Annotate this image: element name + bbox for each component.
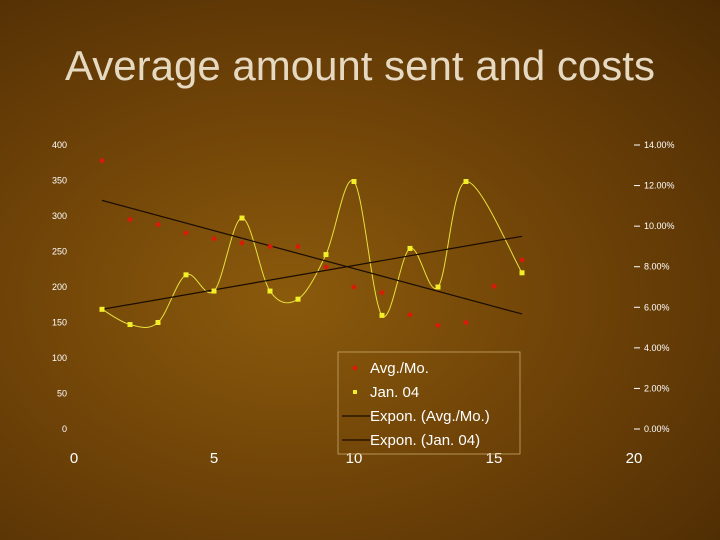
jan04-smooth-line bbox=[101, 180, 523, 328]
left-axis-tick-labels: 0 50 100 150 200 250 300 350 400 bbox=[52, 140, 67, 434]
x-tick-label: 20 bbox=[626, 450, 643, 467]
left-tick-label: 100 bbox=[52, 353, 67, 363]
legend-swatch bbox=[353, 390, 357, 394]
legend-swatch bbox=[352, 365, 358, 371]
avg-mo-point bbox=[407, 311, 413, 318]
jan04-point bbox=[407, 245, 413, 251]
right-tick-label: 14.00% bbox=[644, 140, 675, 150]
left-tick-label: 250 bbox=[52, 247, 67, 257]
jan04-point bbox=[379, 312, 385, 318]
avg-mo-point bbox=[267, 243, 273, 250]
avg-mo-point bbox=[127, 216, 133, 223]
legend-label: Expon. (Avg./Mo.) bbox=[370, 408, 490, 425]
avg-mo-point bbox=[99, 157, 105, 164]
left-tick-label: 300 bbox=[52, 211, 67, 221]
avg-mo-point bbox=[519, 257, 525, 264]
left-tick-label: 150 bbox=[52, 318, 67, 328]
right-tick-label: 10.00% bbox=[644, 221, 675, 231]
right-tick-label: 6.00% bbox=[644, 302, 670, 312]
slide-title: Average amount sent and costs bbox=[65, 42, 655, 89]
left-tick-label: 50 bbox=[57, 389, 67, 399]
left-tick-label: 200 bbox=[52, 282, 67, 292]
x-tick-label: 15 bbox=[486, 450, 503, 467]
jan04-point bbox=[519, 270, 525, 276]
jan04-point bbox=[211, 288, 217, 294]
left-tick-label: 0 bbox=[62, 424, 67, 434]
x-tick-label: 0 bbox=[70, 450, 78, 467]
avg-mo-point bbox=[295, 243, 301, 250]
jan04-point bbox=[463, 179, 469, 185]
right-tick-label: 0.00% bbox=[644, 424, 670, 434]
avg-mo-point bbox=[379, 289, 385, 296]
avg-mo-point bbox=[239, 239, 245, 246]
jan04-point bbox=[323, 252, 329, 258]
jan04-point bbox=[127, 322, 133, 328]
avg-mo-point bbox=[435, 322, 441, 329]
legend-label: Jan. 04 bbox=[370, 384, 419, 401]
right-tick-label: 2.00% bbox=[644, 383, 670, 393]
jan04-point bbox=[155, 320, 161, 325]
avg-mo-point bbox=[491, 283, 497, 290]
jan04-point bbox=[267, 288, 273, 294]
jan04-point bbox=[99, 306, 105, 312]
legend-box bbox=[337, 351, 521, 455]
avg-mo-point bbox=[351, 284, 357, 290]
trendlines bbox=[101, 199, 523, 315]
right-axis-tick-labels: 0.00% 2.00% 4.00% 6.00% 8.00% 10.00% 12.00% 14.… bbox=[634, 140, 675, 434]
jan04-point bbox=[295, 296, 301, 302]
trendline bbox=[101, 199, 523, 315]
right-tick-label: 8.00% bbox=[644, 262, 670, 272]
right-tick-label: 4.00% bbox=[644, 343, 670, 353]
x-tick-label: 5 bbox=[210, 450, 218, 467]
jan04-point bbox=[351, 179, 357, 185]
right-tick-label: 12.00% bbox=[644, 181, 675, 191]
jan04-point bbox=[239, 215, 245, 221]
avg-mo-point bbox=[463, 319, 469, 326]
jan04-point bbox=[435, 284, 441, 290]
avg-mo-point bbox=[183, 230, 189, 237]
left-tick-label: 400 bbox=[52, 140, 67, 150]
avg-mo-point bbox=[211, 235, 217, 242]
legend: Avg./Mo. Jan. 04 Expon. (Avg./Mo.) Expon. (… bbox=[337, 351, 521, 455]
data-markers bbox=[99, 157, 525, 329]
trendline bbox=[101, 235, 523, 310]
x-tick-label: 10 bbox=[346, 450, 363, 467]
jan04-point bbox=[183, 272, 189, 278]
legend-label: Expon. (Jan. 04) bbox=[370, 432, 480, 449]
legend-label: Avg./Mo. bbox=[370, 360, 429, 377]
avg-mo-point bbox=[155, 221, 161, 228]
left-tick-label: 350 bbox=[52, 176, 67, 186]
x-axis-tick-labels: 0 5 10 15 20 bbox=[70, 450, 643, 467]
avg-mo-point bbox=[323, 264, 329, 271]
